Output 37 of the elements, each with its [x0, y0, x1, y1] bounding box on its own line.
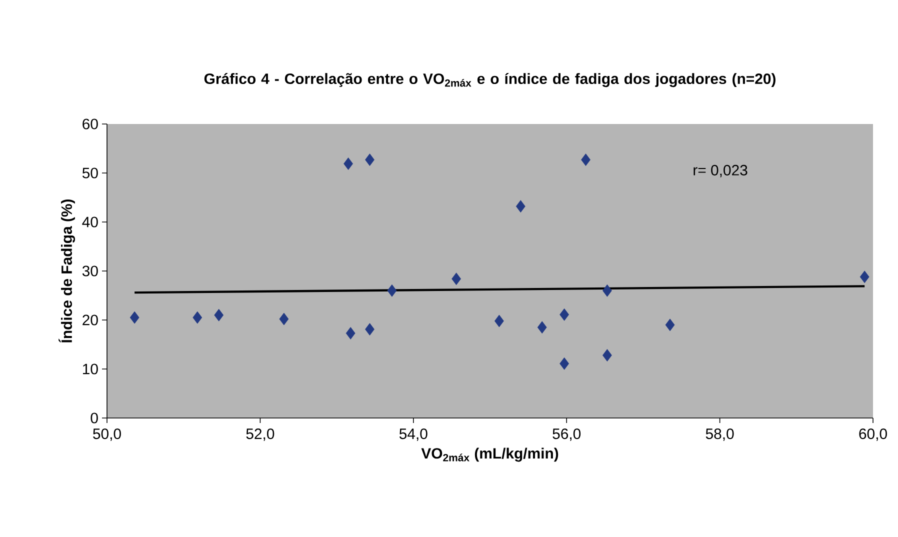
- point: [537, 321, 547, 334]
- point: [346, 327, 356, 340]
- point: [387, 284, 397, 297]
- y-tick-label: 50: [82, 168, 98, 178]
- y-tick-label: 60: [82, 118, 98, 130]
- x-tick-label: 50,0: [93, 428, 121, 441]
- point: [602, 349, 612, 362]
- x-tick-label: 58,0: [706, 428, 734, 441]
- point: [365, 154, 374, 166]
- point: [279, 312, 289, 326]
- point: [516, 200, 526, 213]
- y-tick-label: 10: [83, 364, 98, 374]
- x-axis-title: VO$_{2máx}$ (mL/kg/min): [421, 448, 558, 462]
- point: [494, 314, 504, 328]
- point: [192, 311, 202, 324]
- point: [214, 308, 224, 322]
- point: [665, 318, 675, 332]
- x-tick-label: 56,0: [552, 428, 581, 441]
- y-tick-label: 30: [82, 266, 98, 276]
- point: [581, 154, 590, 166]
- point: [130, 311, 140, 324]
- point: [560, 308, 570, 321]
- point: [452, 272, 461, 286]
- annotation: r= 0,023: [694, 164, 748, 178]
- y-tick-label: 20: [82, 314, 98, 326]
- y-axis-title: Índice de Fadiga (%): [58, 200, 76, 342]
- point: [365, 323, 374, 336]
- point: [344, 157, 353, 170]
- x-tick-label: 60,0: [859, 428, 887, 441]
- y-tick-label: 40: [82, 216, 98, 228]
- point: [860, 270, 870, 284]
- point: [560, 357, 570, 370]
- chart-title: Gráfico 4 - Correlação entre o VO$_{2máx}$ e o índice de fadiga dos jogadores (n=20): [204, 72, 776, 88]
- y-tick-label: 0: [90, 412, 98, 424]
- x-tick-label: 54,0: [399, 428, 428, 441]
- point: [602, 284, 612, 297]
- x-tick-label: 52,0: [246, 428, 274, 441]
